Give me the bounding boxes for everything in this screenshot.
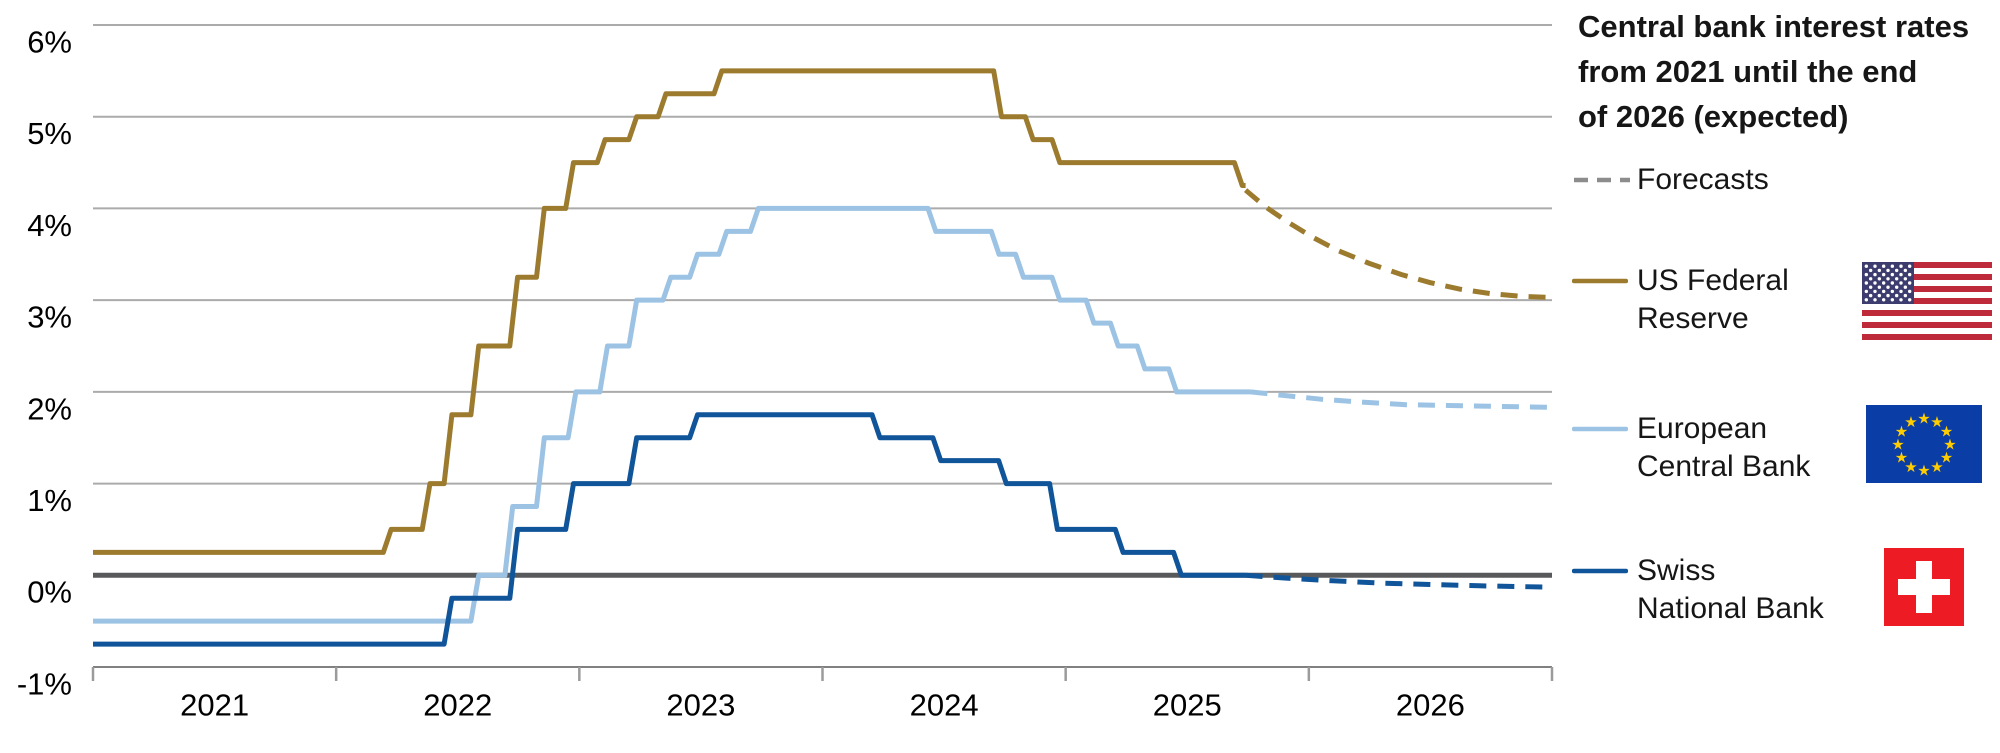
- svg-text:★: ★: [1895, 423, 1908, 441]
- y-axis-labels: 6% 5% 4% 3% 2% 1% 0% -1%: [17, 24, 72, 701]
- x-tick-label: 2021: [180, 687, 249, 722]
- y-tick-label: 4%: [27, 208, 72, 243]
- y-tick-label: -1%: [17, 666, 72, 701]
- y-tick-label: 5%: [27, 116, 72, 151]
- svg-text:★: ★: [1930, 458, 1943, 476]
- svg-text:★: ★: [1940, 449, 1953, 467]
- x-tick-label: 2026: [1396, 687, 1465, 722]
- legend-row-swiss-national-bank: Swiss National Bank: [1570, 548, 2000, 632]
- chart-title: Central bank interest rates from 2021 un…: [1578, 4, 1969, 139]
- fed-line-swatch-icon: [1572, 278, 1628, 284]
- ch-flag-icon: [1884, 548, 1964, 626]
- x-tick-label: 2024: [910, 687, 979, 722]
- legend-label-ecb: European Central Bank: [1637, 412, 1811, 483]
- svg-text:★: ★: [1917, 462, 1930, 480]
- svg-text:★: ★: [1904, 413, 1917, 431]
- y-tick-label: 2%: [27, 391, 72, 426]
- y-tick-label: 0%: [27, 575, 72, 610]
- svg-text:★: ★: [1940, 423, 1953, 441]
- us-federal-reserve-forecast-line: [1243, 188, 1553, 300]
- y-tick-label: 6%: [27, 24, 72, 59]
- chart-title-line: of 2026 (expected): [1578, 99, 1849, 134]
- legend-label-snb: Swiss National Bank: [1637, 554, 1824, 625]
- y-tick-label: 1%: [27, 483, 72, 518]
- chart-title-line: from 2021 until the end: [1578, 54, 1918, 89]
- svg-text:★: ★: [1895, 449, 1908, 467]
- svg-text:★: ★: [1943, 436, 1956, 454]
- legend-label-forecasts: Forecasts: [1637, 163, 1769, 196]
- chart-title-line: Central bank interest rates: [1578, 9, 1970, 44]
- x-axis-labels: 2021 2022 2023 2024 2025 2026: [180, 687, 1465, 722]
- ecb-line-swatch-icon: [1572, 426, 1628, 432]
- forecast-dash-swatch-icon: [1574, 177, 1630, 183]
- legend-panel: Central bank interest rates from 2021 un…: [1570, 0, 2000, 753]
- legend-row-forecasts: Forecasts: [1570, 158, 2000, 202]
- svg-text:★: ★: [1891, 436, 1904, 454]
- x-tick-label: 2025: [1153, 687, 1222, 722]
- snb-line-swatch-icon: [1572, 568, 1628, 574]
- svg-text:★: ★: [1917, 410, 1930, 428]
- x-axis-ticks: [91, 667, 1554, 681]
- european-central-bank-line: [93, 205, 1251, 624]
- legend-row-european-central-bank: European Central Bank ★ ★ ★ ★ ★ ★ ★ ★ ★ ★ ★ ★: [1570, 405, 2000, 490]
- eu-flag-icon: ★ ★★★★★★★★★★★: [1866, 405, 1982, 483]
- x-tick-label: 2023: [666, 687, 735, 722]
- legend-row-us-federal-reserve: US Federal Reserve: [1570, 262, 2000, 342]
- swiss-national-bank-line: [93, 412, 1246, 647]
- gridlines: [93, 24, 1552, 668]
- legend-label-fed: US Federal Reserve: [1637, 264, 1789, 335]
- svg-text:★: ★: [1904, 458, 1917, 476]
- x-tick-label: 2022: [423, 687, 492, 722]
- swiss-national-bank-forecast-line: [1245, 572, 1553, 590]
- svg-text:★: ★: [1930, 413, 1943, 431]
- european-central-bank-forecast-line: [1250, 389, 1553, 410]
- us-flag-icon: [1862, 262, 1992, 340]
- us-federal-reserve-line: [93, 68, 1246, 555]
- y-tick-label: 3%: [27, 300, 72, 335]
